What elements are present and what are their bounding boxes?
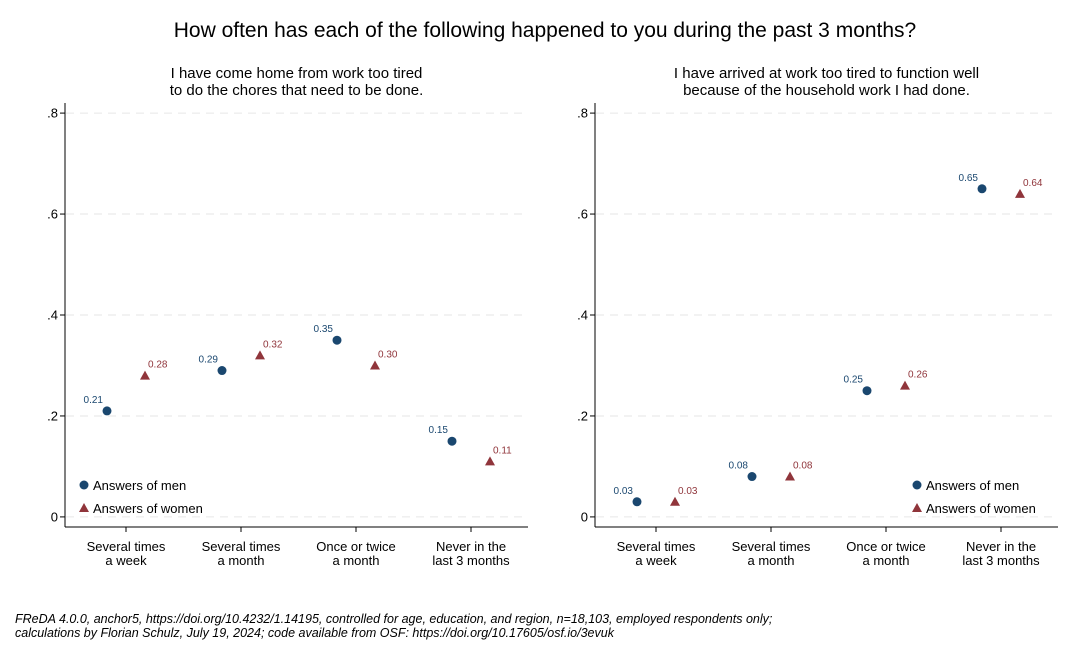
x-tick-label: Never in the (436, 539, 506, 554)
value-label: 0.32 (263, 339, 283, 350)
value-label: 0.29 (199, 355, 219, 366)
x-tick-label: a week (105, 553, 147, 568)
source-note: FReDA 4.0.0, anchor5, https://doi.org/10… (15, 612, 773, 626)
x-tick-label: Several times (87, 539, 166, 554)
legend-marker (79, 503, 89, 512)
legend-marker (79, 480, 89, 490)
data-point (785, 471, 795, 481)
y-tick-label: 0 (581, 509, 588, 524)
value-label: 0.64 (1023, 178, 1043, 189)
x-tick-label: Several times (202, 539, 281, 554)
legend-label: Answers of men (926, 478, 1019, 493)
legend-marker (912, 480, 922, 490)
value-label: 0.35 (314, 324, 334, 335)
data-point (140, 370, 150, 380)
y-tick-label: 0 (51, 509, 58, 524)
data-point (447, 436, 457, 446)
x-tick-label: Several times (617, 539, 696, 554)
value-label: 0.08 (729, 461, 749, 472)
data-point (900, 380, 910, 390)
data-point (485, 456, 495, 466)
chart-title: How often has each of the following happ… (174, 19, 917, 42)
value-label: 0.30 (378, 349, 398, 360)
x-tick-label: last 3 months (962, 553, 1040, 568)
value-label: 0.08 (793, 461, 813, 472)
value-label: 0.15 (429, 425, 449, 436)
x-tick-label: Once or twice (316, 539, 395, 554)
data-point (1015, 188, 1025, 198)
y-tick-label: .4 (577, 308, 588, 323)
data-point (977, 184, 987, 194)
y-tick-label: .8 (577, 106, 588, 121)
value-label: 0.65 (959, 173, 979, 184)
x-tick-label: a week (635, 553, 677, 568)
y-tick-label: .6 (47, 207, 58, 222)
x-tick-label: Never in the (966, 539, 1036, 554)
data-point (217, 366, 227, 376)
panel-title: because of the household work I had done… (683, 82, 970, 99)
legend-label: Answers of women (926, 501, 1036, 516)
x-tick-label: last 3 months (432, 553, 510, 568)
data-point (862, 386, 872, 396)
panel-title: to do the chores that need to be done. (170, 82, 424, 99)
data-point (102, 406, 112, 416)
x-tick-label: a month (333, 553, 380, 568)
value-label: 0.11 (493, 445, 512, 456)
y-tick-label: .8 (47, 106, 58, 121)
y-tick-label: .2 (47, 408, 58, 423)
x-tick-label: a month (863, 553, 910, 568)
y-tick-label: .4 (47, 308, 58, 323)
x-tick-label: Once or twice (846, 539, 925, 554)
panel-title: I have come home from work too tired (171, 65, 423, 82)
y-tick-label: .2 (577, 408, 588, 423)
data-point (670, 496, 680, 506)
data-point (255, 350, 265, 360)
value-label: 0.28 (148, 360, 168, 371)
x-tick-label: a month (218, 553, 265, 568)
data-point (370, 360, 380, 370)
value-label: 0.21 (84, 395, 104, 406)
value-label: 0.25 (844, 375, 864, 386)
y-tick-label: .6 (577, 207, 588, 222)
data-point (747, 472, 757, 482)
data-point (632, 497, 642, 507)
data-point (332, 335, 342, 345)
legend-marker (912, 503, 922, 512)
value-label: 0.26 (908, 370, 928, 381)
value-label: 0.03 (614, 486, 634, 497)
legend-label: Answers of women (93, 501, 203, 516)
x-tick-label: a month (748, 553, 795, 568)
source-note: calculations by Florian Schulz, July 19,… (15, 626, 615, 640)
x-tick-label: Several times (732, 539, 811, 554)
value-label: 0.03 (678, 486, 698, 497)
legend-label: Answers of men (93, 478, 186, 493)
panel-title: I have arrived at work too tired to func… (674, 65, 979, 82)
